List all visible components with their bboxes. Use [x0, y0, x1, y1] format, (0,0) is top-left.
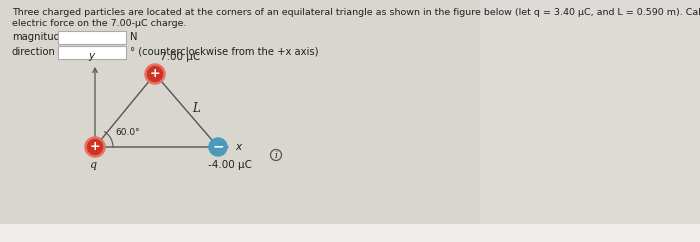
Circle shape [88, 139, 102, 154]
Text: −: − [212, 139, 224, 153]
Text: ° (counterclockwise from the +x axis): ° (counterclockwise from the +x axis) [130, 47, 318, 57]
Circle shape [85, 137, 105, 157]
Text: L: L [193, 102, 200, 115]
FancyBboxPatch shape [58, 46, 126, 59]
Circle shape [145, 64, 165, 84]
Text: magnitude: magnitude [12, 32, 66, 42]
Text: direction: direction [12, 47, 56, 57]
FancyBboxPatch shape [58, 31, 126, 44]
Text: +: + [150, 67, 160, 80]
Text: y: y [88, 51, 94, 61]
FancyBboxPatch shape [480, 0, 700, 242]
Text: electric force on the 7.00-μC charge.: electric force on the 7.00-μC charge. [12, 19, 186, 28]
Text: -4.00 μC: -4.00 μC [208, 160, 252, 170]
Text: N: N [130, 32, 137, 42]
Text: 60.0°: 60.0° [115, 128, 139, 137]
Circle shape [148, 67, 162, 82]
Circle shape [209, 138, 227, 156]
Text: q: q [90, 160, 97, 170]
Text: Three charged particles are located at the corners of an equilateral triangle as: Three charged particles are located at t… [12, 8, 700, 17]
Text: 7.00 μC: 7.00 μC [160, 52, 200, 62]
Text: i: i [274, 151, 277, 159]
Text: +: + [90, 140, 100, 153]
FancyBboxPatch shape [0, 224, 700, 242]
Text: x: x [235, 142, 241, 152]
